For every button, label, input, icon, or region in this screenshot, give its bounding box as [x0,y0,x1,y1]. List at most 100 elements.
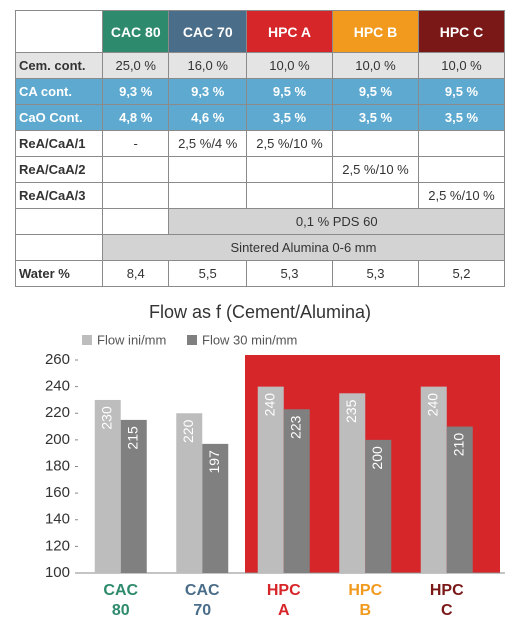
label-cell: ReA/CaA/3 [15,182,103,209]
cell: 9,3 % [168,78,247,105]
label-cell: Water % [15,260,103,287]
label-cell: Cem. cont. [15,52,103,79]
x-tick-label-line: HPC [267,582,301,599]
data-label: 197 [206,450,222,474]
cell [101,208,170,235]
table-row: CaO Cont. 4,8 % 4,6 % 3,5 % 3,5 % 3,5 % [15,104,506,131]
cell: 10,0 % [331,52,419,79]
cell: 2,5 %/10 % [331,156,419,183]
y-tick-label: 200 [45,431,70,448]
cell: 3,5 % [245,104,333,131]
note-cell: Sintered Alumina 0-6 mm [102,234,505,261]
table-row: ReA/CaA/3 2,5 %/10 % [15,182,506,209]
legend-swatch [187,335,197,345]
cell: 2,5 %/4 % [168,130,247,157]
cell: 4,6 % [168,104,247,131]
cell [245,182,333,209]
table-row: 0,1 % PDS 60 [15,208,505,235]
cell: - [101,130,170,157]
chart: Flow as f (Cement/Alumina) 100 120 140 160 1… [45,302,505,619]
bar [176,413,203,573]
table-row: Cem. cont. 25,0 % 16,0 % 10,0 % 10,0 % 10,0 % [15,52,506,79]
cell [331,182,419,209]
note-cell: 0,1 % PDS 60 [168,208,505,235]
cell [101,156,170,183]
data-label: 240 [261,393,277,417]
data-label: 200 [369,446,385,470]
chart-title: Flow as f (Cement/Alumina) [149,302,371,322]
cell: 25,0 % [101,52,170,79]
label-cell: CA cont. [15,78,103,105]
table-row: ReA/CaA/2 2,5 %/10 % [15,156,506,183]
data-label: 220 [180,419,196,443]
y-tick-label: 140 [45,511,70,528]
x-tick-label: CAC 70 [185,582,220,619]
legend-swatch [82,335,92,345]
cell: 3,5 % [417,104,506,131]
legend-label: Flow 30 min/mm [202,332,297,347]
cell: 10,0 % [245,52,333,79]
x-tick-label-line: C [441,602,453,619]
bar [120,419,147,573]
label-cell [15,234,103,261]
cell [101,182,170,209]
x-tick-label-line: HPC [348,582,382,599]
cell: 2,5 %/10 % [417,182,506,209]
cell: 2,5 %/10 % [245,130,333,157]
label-cell: ReA/CaA/1 [15,130,103,157]
corner-cell [15,10,103,53]
label-cell [15,208,103,235]
bar [94,399,121,573]
bar [257,386,284,573]
data-label: 215 [124,426,140,450]
table-row: ReA/CaA/1-2,5 %/4 % 2,5 %/10 % [15,130,506,157]
cell: 5,5 [168,260,247,287]
data-label: 223 [287,415,303,439]
legend-label: Flow ini/mm [97,332,166,347]
y-tick-label: 160 [45,484,70,501]
cell: 10,0 % [417,52,506,79]
bar [339,393,366,573]
header-cell: HPC C [417,10,506,53]
data-label: 240 [424,393,440,417]
x-tick-label: HPC C [430,582,464,619]
table-row: Water % 8,4 5,5 5,3 5,3 5,2 [15,260,506,287]
spec-table: CAC 80 CAC 70 HPC A HPC B HPC C Cem. cont. 25,… [15,10,506,287]
cell: 4,8 % [101,104,170,131]
cell: 8,4 [101,260,170,287]
x-tick-label-line: 70 [193,602,211,619]
cell: 5,3 [331,260,419,287]
cell: 5,2 [417,260,506,287]
bar [202,443,229,573]
x-tick-label-line: B [359,602,371,619]
x-tick-label-line: CAC [103,582,138,599]
x-tick-label-line: CAC [185,582,220,599]
y-tick-label: 120 [45,537,70,554]
x-tick-label-line: A [278,602,290,619]
data-label: 235 [343,399,359,423]
x-tick-label: HPC A [267,582,301,619]
x-tick-label-line: HPC [430,582,464,599]
data-label: 210 [450,433,466,457]
label-cell: CaO Cont. [15,104,103,131]
cell: 16,0 % [168,52,247,79]
cell: 9,5 % [331,78,419,105]
header-cell: CAC 70 [168,10,247,53]
y-tick-label: 100 [45,564,70,581]
cell: 5,3 [245,260,333,287]
bar [283,409,310,573]
table-row: CAC 80 CAC 70 HPC A HPC B HPC C [15,10,506,53]
y-tick-label: 240 [45,378,70,395]
table-row: CA cont. 9,3 % 9,3 % 9,5 % 9,5 % 9,5 % [15,78,506,105]
header-cell: HPC A [245,10,333,53]
label-cell: ReA/CaA/2 [15,156,103,183]
y-tick-label: 220 [45,404,70,421]
cell: 9,5 % [417,78,506,105]
bar [446,426,473,573]
cell [417,156,506,183]
x-tick-label: CAC 80 [103,582,138,619]
y-tick-label: 260 [45,351,70,368]
table-row: Sintered Alumina 0-6 mm [15,234,505,261]
header-cell: HPC B [331,10,419,53]
